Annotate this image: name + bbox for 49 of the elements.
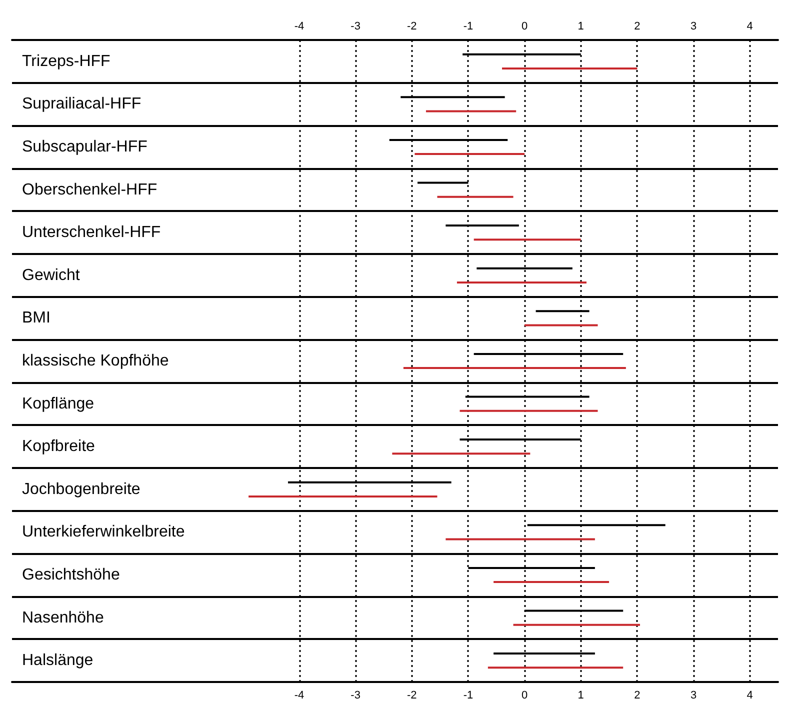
bar [403,367,626,370]
y-tick-label: BMI [22,310,50,327]
x-tick-label: -2 [407,690,417,702]
bar [446,538,595,540]
bar [502,67,638,70]
x2-tick-label: 4 [746,20,753,32]
bar [437,196,514,198]
y-tick-label: Oberschenkel-HFF [22,181,158,198]
x2-tick-label: -3 [350,20,360,32]
x-tick-label: 0 [521,690,528,702]
bar [248,495,438,498]
bar [474,238,581,241]
y-tick-label: Gewicht [22,266,80,284]
x2-tick-label: -2 [407,20,417,32]
y-tick-label: Kopfbreite [22,438,96,456]
x2-tick-label: -1 [463,20,474,32]
y-tick-label: Gesichtshöhe [22,566,120,584]
x2-tick-label: -4 [294,20,304,32]
bar [494,581,610,584]
bar [460,410,598,412]
y-tick-label: Unterkieferwinkelbreite [22,524,185,541]
x2-tick-label: 3 [690,20,697,32]
y-tick-label: Nasenhöhe [22,609,104,626]
bar [524,324,598,326]
x-tick-label: 3 [690,690,697,702]
bar [414,153,525,156]
y-tick-label: Trizeps-HFF [22,52,111,70]
x-tick-label: -4 [294,690,304,702]
y-tick-label: Unterschenkel-HFF [22,224,161,242]
bar [513,624,640,626]
x2-tick-label: 0 [521,20,528,32]
y-tick-label: klassische Kopfhöhe [22,352,169,370]
x2-tick-label: 2 [634,20,640,32]
x-tick-label: 2 [634,690,640,702]
bar [536,310,590,312]
x-tick-label: -1 [463,690,474,702]
bar [488,666,624,669]
y-tick-label: Kopflänge [22,395,94,412]
y-tick-label: Subscapular-HFF [22,138,148,156]
x-tick-label: -3 [350,690,360,702]
bar [456,281,586,284]
y-tick-label: Halslänge [22,652,94,670]
x-tick-label: 1 [578,690,584,702]
y-tick-label: Suprailiacal-HFF [22,96,142,113]
y-tick-label: Jochbogenbreite [22,480,140,498]
bar [392,452,530,455]
x-tick-label: 4 [746,690,753,702]
bar [426,110,516,112]
x2-tick-label: 1 [578,20,584,32]
